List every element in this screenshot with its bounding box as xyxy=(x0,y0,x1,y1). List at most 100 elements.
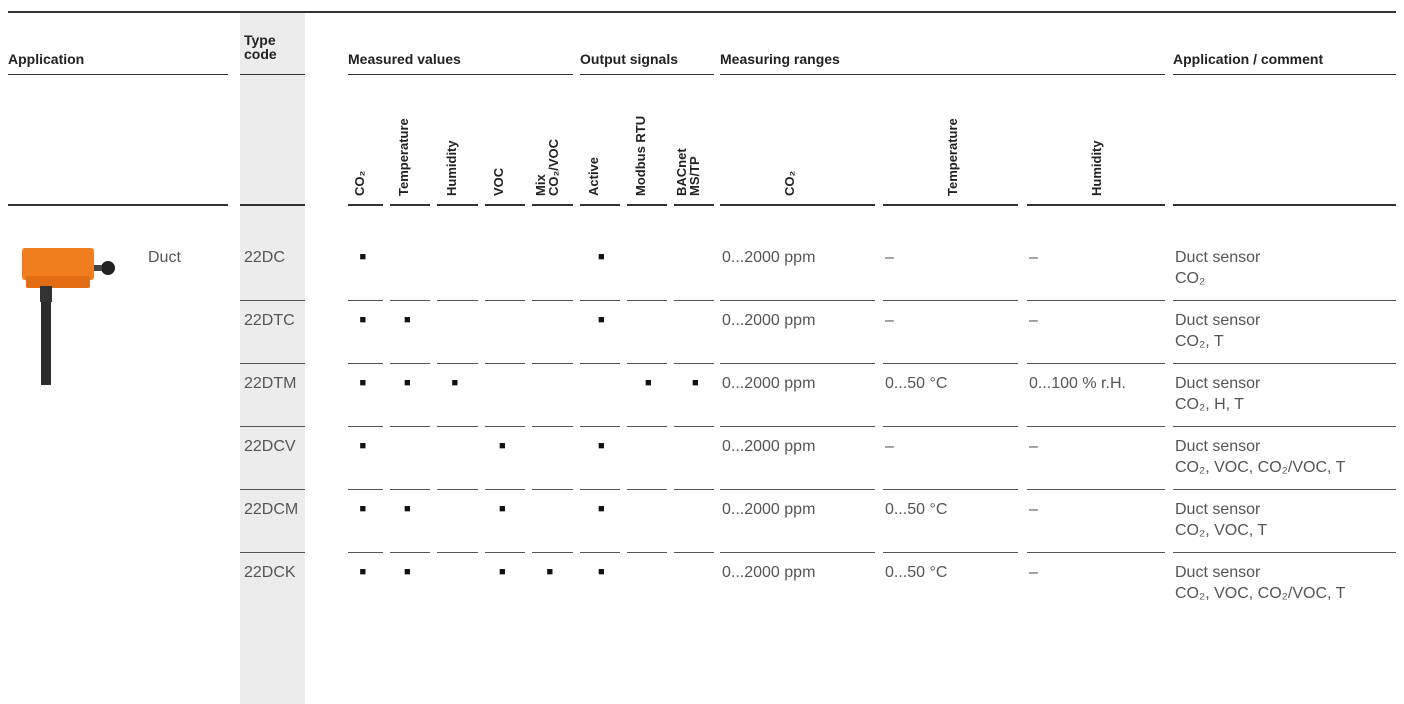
range: – xyxy=(885,312,894,329)
range: – xyxy=(1029,438,1038,455)
row-rule xyxy=(627,426,667,427)
type-code: 22DC xyxy=(244,249,285,266)
row-rule xyxy=(485,489,525,490)
header-rule xyxy=(1173,74,1396,75)
range: 0...2000 ppm xyxy=(722,438,816,455)
flag: ■ xyxy=(598,251,605,263)
row-rule xyxy=(485,426,525,427)
row-rule xyxy=(348,489,383,490)
row-rule xyxy=(485,300,525,301)
header-bottom-rule xyxy=(348,204,383,206)
row-rule xyxy=(437,489,478,490)
row-rule xyxy=(580,426,620,427)
header-bottom-rule xyxy=(1027,204,1165,206)
row-rule xyxy=(390,426,430,427)
group-header: Application / comment xyxy=(1173,51,1324,67)
header-bottom-rule xyxy=(532,204,573,206)
row-rule xyxy=(240,489,305,490)
header-bottom-rule xyxy=(883,204,1018,206)
sub-header: Temperature xyxy=(396,118,411,196)
sub-header: MS/TP xyxy=(687,156,702,196)
group-header: Output signals xyxy=(580,51,678,67)
row-rule xyxy=(674,552,714,553)
type-code: 22DCV xyxy=(244,438,296,455)
row-rule xyxy=(437,426,478,427)
type-code: 22DTM xyxy=(244,375,297,392)
row-rule xyxy=(720,489,875,490)
flag: ■ xyxy=(404,377,411,389)
comment: Duct sensor xyxy=(1175,564,1261,581)
row-rule xyxy=(390,552,430,553)
row-rule xyxy=(580,552,620,553)
row-rule xyxy=(883,300,1018,301)
sub-header: VOC xyxy=(491,167,506,196)
row-rule xyxy=(883,552,1018,553)
sub-header: Modbus RTU xyxy=(633,115,648,196)
comment: CO₂ xyxy=(1175,270,1206,287)
row-rule xyxy=(348,552,383,553)
row-rule xyxy=(532,489,573,490)
row-rule xyxy=(485,552,525,553)
range: 0...50 °C xyxy=(885,564,948,581)
header-rule xyxy=(720,74,1165,75)
flag: ■ xyxy=(404,503,411,515)
range: – xyxy=(1029,501,1038,518)
row-rule xyxy=(720,363,875,364)
row-rule xyxy=(532,300,573,301)
application: Duct xyxy=(148,249,181,266)
flag: ■ xyxy=(598,566,605,578)
row-rule xyxy=(1027,363,1165,364)
row-rule xyxy=(1027,552,1165,553)
row-rule xyxy=(532,426,573,427)
header-bottom-rule xyxy=(1173,204,1396,206)
row-rule xyxy=(1027,489,1165,490)
sub-header: Humidity xyxy=(1089,140,1104,196)
top-rule xyxy=(8,11,1396,13)
row-rule xyxy=(580,489,620,490)
header-rule xyxy=(8,74,228,75)
row-rule xyxy=(580,363,620,364)
group-header: Measured values xyxy=(348,51,461,67)
comment: CO₂, VOC, T xyxy=(1175,522,1268,539)
sub-header: Temperature xyxy=(945,118,960,196)
range: 0...50 °C xyxy=(885,375,948,392)
header-bottom-rule xyxy=(8,204,228,206)
sub-header: Active xyxy=(586,156,601,196)
group-header: Measuring ranges xyxy=(720,51,840,67)
row-rule xyxy=(627,300,667,301)
row-rule xyxy=(532,552,573,553)
sensor-image xyxy=(22,248,115,385)
type-code-band xyxy=(240,12,305,704)
row-rule xyxy=(437,363,478,364)
flag: ■ xyxy=(359,440,367,452)
row-rule xyxy=(348,426,383,427)
row-rule xyxy=(390,363,430,364)
group-header: Application xyxy=(8,51,85,67)
range: 0...2000 ppm xyxy=(722,375,816,392)
row-rule xyxy=(627,363,667,364)
header-bottom-rule xyxy=(485,204,525,206)
row-rule xyxy=(1173,363,1396,364)
row-rule xyxy=(627,489,667,490)
comment: Duct sensor xyxy=(1175,249,1261,266)
sub-header: CO₂/VOC xyxy=(545,138,561,196)
row-rule xyxy=(240,426,305,427)
header-rule xyxy=(348,74,573,75)
row-rule xyxy=(883,489,1018,490)
comment: CO₂, VOC, CO₂/VOC, T xyxy=(1175,585,1346,602)
range: 0...2000 ppm xyxy=(722,501,816,518)
header-rule xyxy=(580,74,714,75)
flag: ■ xyxy=(359,377,367,389)
flag: ■ xyxy=(598,503,605,515)
row-rule xyxy=(390,300,430,301)
header-bottom-rule xyxy=(240,204,305,206)
flag: ■ xyxy=(359,503,367,515)
row-rule xyxy=(532,363,573,364)
comment: Duct sensor xyxy=(1175,438,1261,455)
header-bottom-rule xyxy=(580,204,620,206)
comment: CO₂, T xyxy=(1175,333,1224,350)
range: – xyxy=(885,249,894,266)
range: – xyxy=(885,438,894,455)
row-rule xyxy=(1027,426,1165,427)
